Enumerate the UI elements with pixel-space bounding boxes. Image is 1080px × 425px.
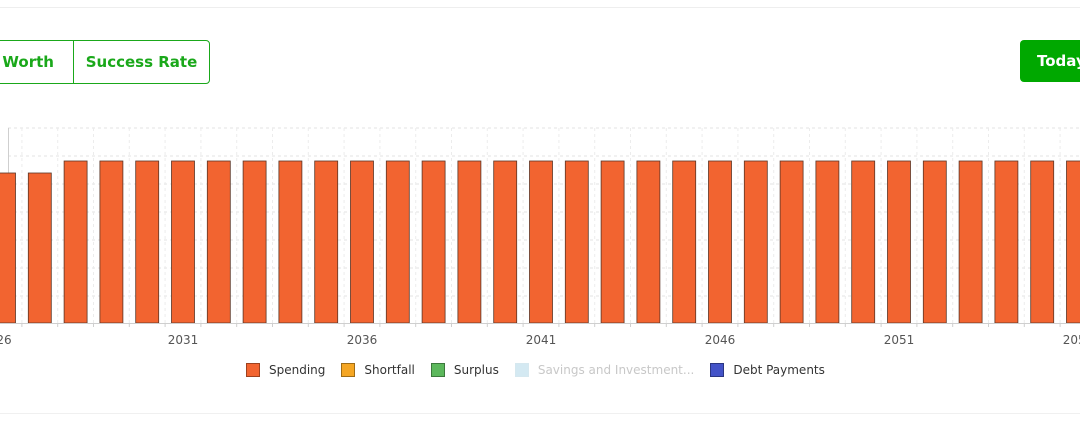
bar-spending-2050[interactable] xyxy=(851,160,876,324)
legend-label-spending: Spending xyxy=(269,363,326,377)
bar-spending-2032[interactable] xyxy=(206,160,231,324)
bar-spending-2049[interactable] xyxy=(815,160,840,324)
bar-spending-2031[interactable] xyxy=(171,160,195,324)
x-tick-label: 2046 xyxy=(705,333,736,347)
x-tick-label: 26 xyxy=(0,333,12,347)
view-toggle-group: t Worth Success Rate xyxy=(0,40,210,84)
bottom-divider xyxy=(0,413,1080,414)
legend-label-surplus: Surplus xyxy=(453,363,499,377)
bar-spending-2026[interactable] xyxy=(0,172,16,324)
bar-spending-2033[interactable] xyxy=(242,160,267,324)
bar-spending-2038[interactable] xyxy=(421,160,446,324)
bar-spending-2056[interactable] xyxy=(1066,160,1080,324)
bar-spending-2028[interactable] xyxy=(63,160,88,324)
x-tick-label: 2041 xyxy=(526,333,557,347)
legend-item-debt-payments[interactable]: Debt Payments xyxy=(710,363,825,377)
bar-spending-2044[interactable] xyxy=(636,160,661,324)
top-divider xyxy=(0,7,1080,8)
legend-item-shortfall[interactable]: Shortfall xyxy=(341,363,415,377)
bar-spending-2041[interactable] xyxy=(529,160,553,324)
bar-spending-2040[interactable] xyxy=(493,160,518,324)
today-button[interactable]: Today xyxy=(1020,40,1080,82)
legend-label-shortfall: Shortfall xyxy=(364,363,415,377)
bar-spending-2051[interactable] xyxy=(887,160,911,324)
legend-swatch-savings xyxy=(514,363,529,377)
x-tick-label: 2036 xyxy=(347,333,378,347)
bar-spending-2052[interactable] xyxy=(922,160,947,324)
x-tick-label: 2031 xyxy=(168,333,199,347)
x-tick-label: 2056 xyxy=(1063,333,1080,347)
bar-spending-2034[interactable] xyxy=(278,160,303,324)
bar-spending-2046[interactable] xyxy=(708,160,732,324)
legend-item-surplus[interactable]: Surplus xyxy=(430,363,499,377)
bar-spending-2029[interactable] xyxy=(99,160,124,324)
legend-label-savings: Savings and Investment... xyxy=(537,363,695,377)
bar-spending-2053[interactable] xyxy=(958,160,983,324)
bar-spending-2035[interactable] xyxy=(314,160,339,324)
bar-spending-2042[interactable] xyxy=(564,160,589,324)
bar-spending-2054[interactable] xyxy=(994,160,1019,324)
legend-swatch-spending xyxy=(246,363,260,377)
bar-spending-2043[interactable] xyxy=(600,160,625,324)
tab-success-rate[interactable]: Success Rate xyxy=(85,53,198,71)
x-tick-label: 2051 xyxy=(884,333,915,347)
legend-item-spending[interactable]: Spending xyxy=(246,363,325,377)
legend-swatch-shortfall xyxy=(341,363,356,377)
tab-net-worth[interactable]: t Worth xyxy=(0,41,74,83)
bar-spending-2048[interactable] xyxy=(779,160,804,324)
bar-spending-2047[interactable] xyxy=(743,160,768,324)
bar-spending-2036[interactable] xyxy=(350,160,374,324)
bar-spending-2027[interactable] xyxy=(27,172,52,324)
bar-spending-2045[interactable] xyxy=(672,160,697,324)
legend-swatch-debt-payments xyxy=(710,363,725,377)
bar-spending-2037[interactable] xyxy=(385,160,410,324)
legend-swatch-surplus xyxy=(430,363,445,377)
legend-item-savings[interactable]: Savings and Investment... xyxy=(514,363,695,377)
legend-label-debt-payments: Debt Payments xyxy=(733,363,825,377)
bar-spending-2039[interactable] xyxy=(457,160,482,324)
bar-spending-2055[interactable] xyxy=(1030,160,1055,324)
chart-legend: Spending Shortfall Surplus Savings and I… xyxy=(246,361,841,379)
bar-spending-2030[interactable] xyxy=(135,160,160,324)
